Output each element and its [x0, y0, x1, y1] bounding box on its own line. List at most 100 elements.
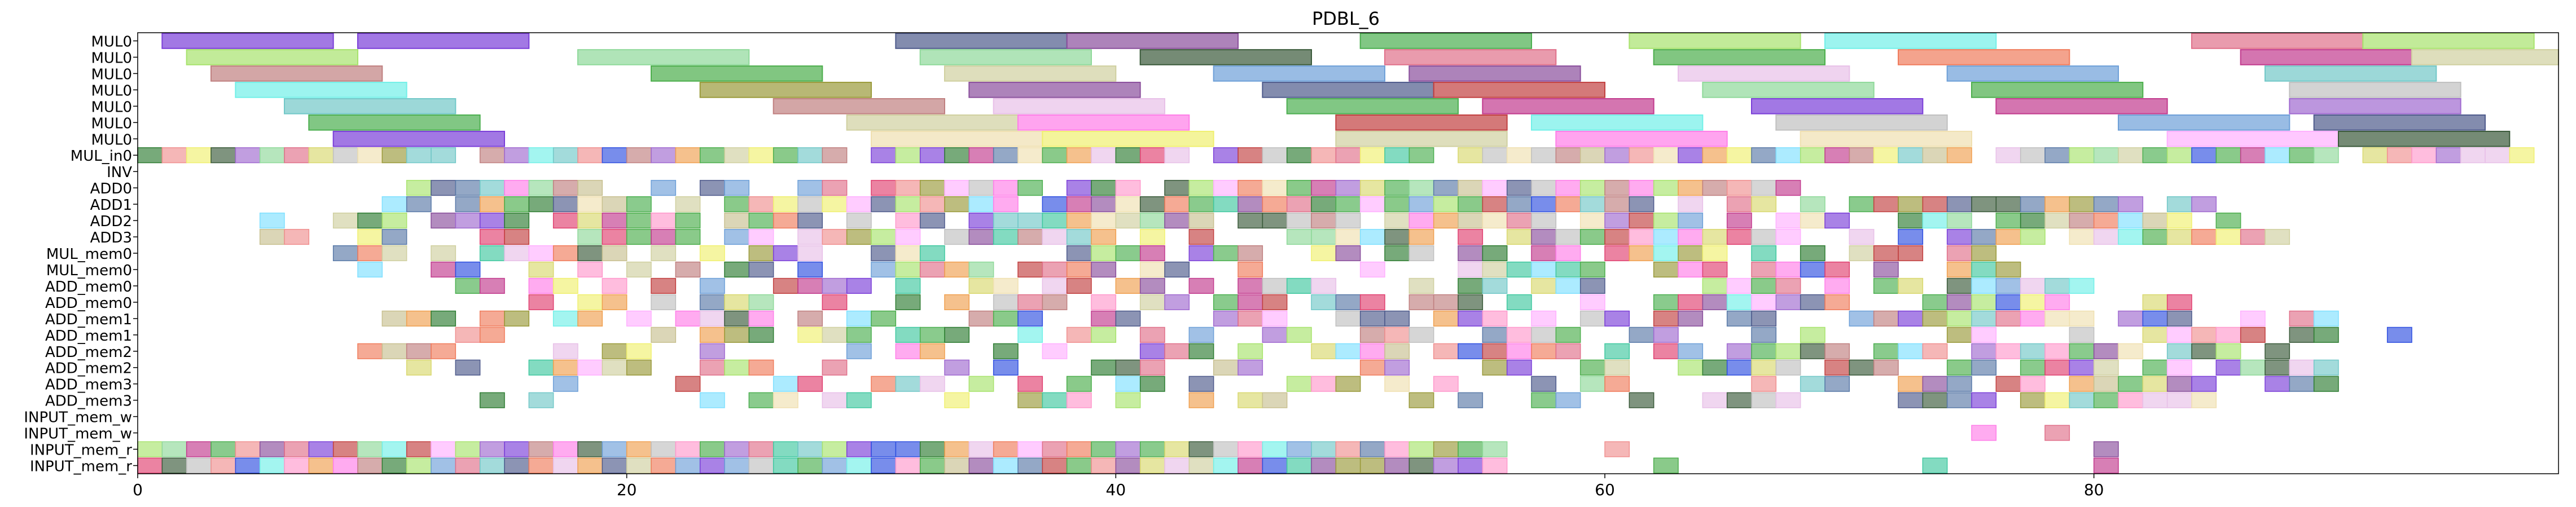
op-block: [2142, 376, 2168, 392]
task-bar: [1824, 33, 1997, 49]
op-block: [1213, 457, 1239, 474]
op-block: [381, 441, 407, 457]
op-block: [724, 327, 750, 343]
op-block: [1531, 261, 1557, 278]
op-block: [1555, 196, 1581, 213]
op-block: [1678, 359, 1704, 376]
op-block: [161, 441, 187, 457]
op-block: [1629, 213, 1655, 229]
op-block: [724, 196, 750, 213]
op-block: [1971, 294, 1997, 310]
op-block: [1017, 457, 1043, 474]
op-block: [2093, 343, 2119, 359]
op-block: [968, 457, 994, 474]
op-block: [1531, 228, 1557, 245]
op-block: [822, 441, 848, 457]
op-block: [797, 245, 823, 262]
op-block: [1237, 441, 1263, 457]
op-block: [1408, 457, 1434, 474]
op-block: [1458, 147, 1484, 164]
op-block: [675, 213, 701, 229]
op-block: [1262, 310, 1288, 327]
op-block: [259, 147, 285, 164]
op-block: [1629, 245, 1655, 262]
op-block: [1506, 261, 1532, 278]
op-block: [699, 277, 725, 294]
op-block: [259, 228, 285, 245]
op-block: [651, 245, 677, 262]
op-block: [2191, 343, 2217, 359]
op-block: [895, 343, 921, 359]
op-block: [577, 261, 603, 278]
op-block: [186, 441, 212, 457]
op-block: [651, 294, 677, 310]
op-block: [1458, 310, 1484, 327]
op-block: [1531, 343, 1557, 359]
task-bar: [773, 98, 945, 114]
y-tick-label: MUL_mem0: [46, 246, 132, 263]
op-block: [602, 441, 627, 457]
op-block: [1995, 294, 2021, 310]
op-block: [2069, 359, 2095, 376]
op-block: [1433, 457, 1459, 474]
op-block: [1213, 245, 1239, 262]
task-bar: [699, 82, 872, 98]
op-block: [504, 147, 530, 164]
op-block: [968, 196, 994, 213]
y-tick-label: ADD2: [90, 213, 132, 230]
op-block: [797, 213, 823, 229]
op-block: [332, 245, 358, 262]
op-block: [846, 196, 872, 213]
op-block: [1531, 147, 1557, 164]
op-block: [357, 261, 383, 278]
op-block: [2166, 392, 2192, 408]
op-block: [1042, 441, 1068, 457]
op-block: [1311, 245, 1337, 262]
op-block: [822, 327, 848, 343]
op-block: [1066, 261, 1092, 278]
op-block: [919, 343, 945, 359]
y-tick-label: MUL0: [91, 50, 133, 67]
op-block: [1971, 425, 1997, 441]
op-block: [1653, 228, 1679, 245]
task-bar: [357, 33, 530, 49]
op-block: [1384, 196, 1410, 213]
op-block: [2166, 196, 2192, 213]
op-block: [1995, 277, 2021, 294]
op-block: [993, 196, 1019, 213]
op-block: [504, 441, 530, 457]
op-block: [2142, 392, 2168, 408]
y-tick-label: INPUT_mem_r: [30, 442, 132, 459]
op-block: [919, 327, 945, 343]
op-block: [552, 343, 578, 359]
op-block: [626, 343, 652, 359]
op-block: [2265, 147, 2290, 164]
op-block: [1139, 376, 1165, 392]
op-block: [1800, 213, 1825, 229]
op-block: [1971, 392, 1997, 408]
op-block: [504, 180, 530, 196]
op-block: [2093, 196, 2119, 213]
op-block: [797, 228, 823, 245]
op-block: [1800, 294, 1825, 310]
op-block: [773, 392, 798, 408]
op-block: [1922, 196, 1948, 213]
op-block: [1946, 310, 1972, 327]
op-block: [455, 441, 481, 457]
op-block: [2166, 359, 2192, 376]
op-block: [235, 147, 261, 164]
task-bar: [1213, 65, 1386, 82]
op-block: [1458, 213, 1484, 229]
op-block: [2069, 376, 2095, 392]
op-block: [968, 228, 994, 245]
op-block: [1775, 147, 1801, 164]
op-block: [2069, 310, 2095, 327]
op-block: [871, 245, 897, 262]
op-block: [1824, 294, 1850, 310]
op-block: [1751, 261, 1777, 278]
op-block: [1604, 196, 1630, 213]
op-block: [1115, 196, 1141, 213]
op-block: [2386, 327, 2412, 343]
op-block: [1922, 457, 1948, 474]
op-block: [626, 228, 652, 245]
